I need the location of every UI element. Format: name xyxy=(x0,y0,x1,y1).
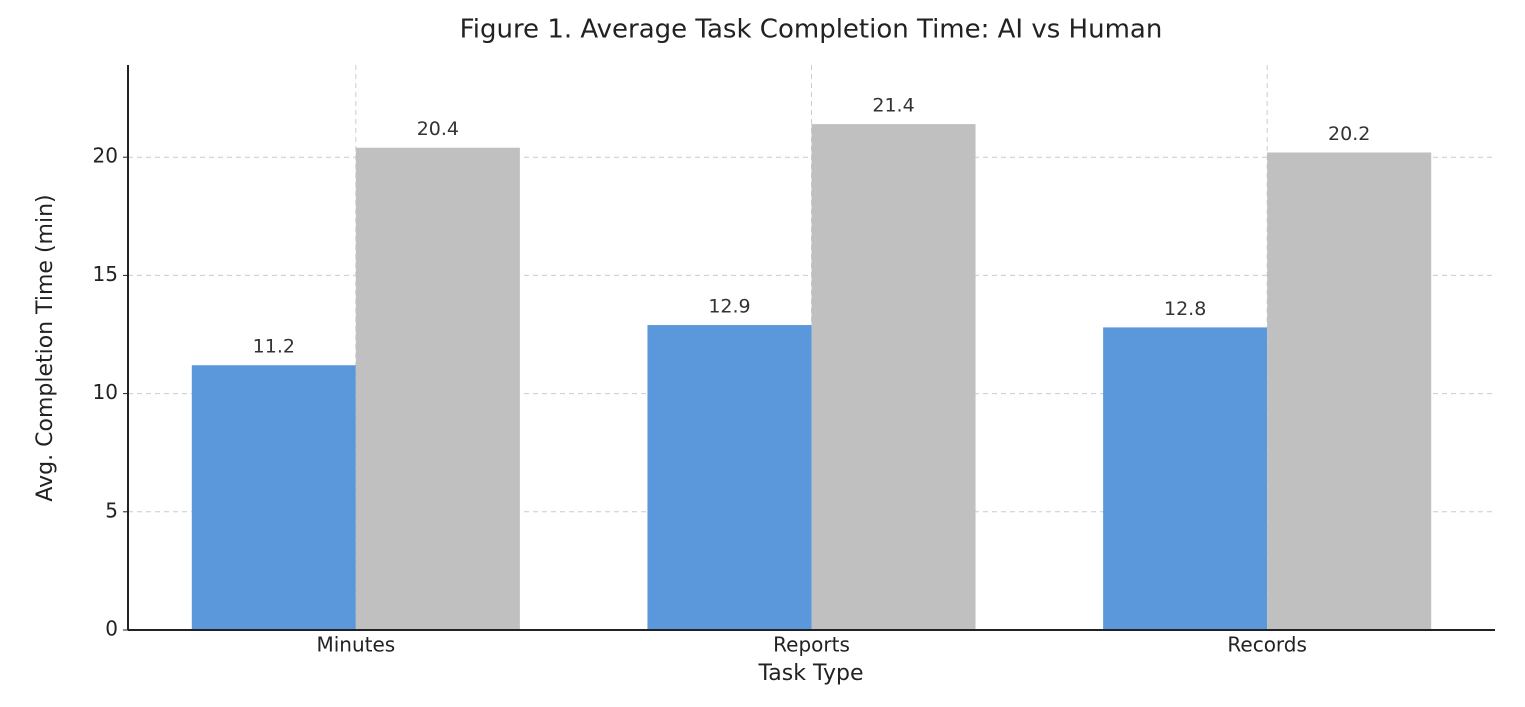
y-axis-label: Avg. Completion Time (min) xyxy=(33,194,58,501)
x-tick-label: Reports xyxy=(773,633,850,657)
bar xyxy=(355,147,520,630)
value-label: 12.9 xyxy=(708,296,750,318)
value-label: 12.8 xyxy=(1164,298,1206,320)
value-label: 20.2 xyxy=(1328,123,1370,145)
value-label: 11.2 xyxy=(253,336,295,358)
x-tick-label: Records xyxy=(1227,633,1307,657)
bar xyxy=(191,365,356,630)
x-tick-label: Minutes xyxy=(316,633,395,657)
y-tick-label: 20 xyxy=(93,144,118,168)
y-tick-label: 10 xyxy=(93,380,118,404)
bar xyxy=(647,325,812,630)
value-label: 21.4 xyxy=(872,95,914,117)
y-tick-label: 0 xyxy=(105,617,118,641)
chart-title: Figure 1. Average Task Completion Time: … xyxy=(460,15,1163,45)
bar xyxy=(811,124,976,631)
x-axis-label: Task Type xyxy=(757,661,863,686)
y-tick-label: 5 xyxy=(105,498,118,522)
y-tick-label: 15 xyxy=(93,262,118,286)
bar xyxy=(1103,327,1268,630)
bar xyxy=(1267,152,1432,630)
value-label: 20.4 xyxy=(417,118,459,140)
